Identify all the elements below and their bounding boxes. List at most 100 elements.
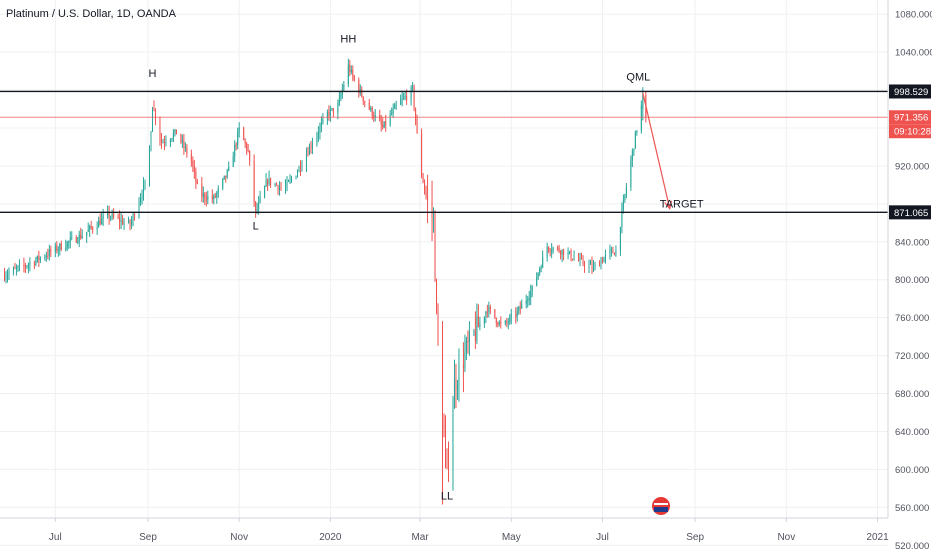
candle-body <box>412 86 414 88</box>
candle-body <box>295 176 297 179</box>
candle-body <box>77 241 79 243</box>
candle <box>165 135 167 147</box>
candle-body <box>151 107 153 132</box>
candle <box>234 140 236 163</box>
candle-body <box>558 247 560 252</box>
candle <box>39 256 41 263</box>
candle-body <box>243 127 245 140</box>
candle <box>546 242 548 262</box>
candle-body <box>591 263 593 269</box>
candle-body <box>238 127 240 132</box>
price-level-badge-bg <box>889 84 931 99</box>
candle-body <box>361 89 363 97</box>
candle-body <box>299 166 301 170</box>
candle-body <box>225 175 227 178</box>
candle <box>444 415 446 469</box>
candle-body <box>422 175 424 183</box>
candle <box>247 143 249 153</box>
candle-body <box>603 257 605 263</box>
candle <box>631 148 633 167</box>
candle <box>468 321 470 356</box>
candle <box>359 84 361 96</box>
candle <box>277 184 279 195</box>
candle <box>265 173 267 188</box>
candle <box>144 179 146 191</box>
candle <box>528 290 530 306</box>
candle <box>143 177 145 201</box>
candle <box>285 179 287 194</box>
candle <box>598 260 600 267</box>
candle-body <box>389 114 391 125</box>
candle-body <box>204 193 206 199</box>
broker-logo <box>652 497 670 515</box>
candle-body <box>630 160 632 188</box>
candle-body <box>134 214 136 217</box>
candle-body <box>247 150 249 152</box>
candle-body <box>479 323 481 328</box>
candle <box>442 321 444 505</box>
candle <box>551 243 553 259</box>
price-tick-label: 680.000 <box>895 389 929 400</box>
candle-body <box>383 121 385 128</box>
candle-body <box>401 98 403 100</box>
candle-body <box>3 275 5 280</box>
candle <box>317 126 319 142</box>
candle-body <box>615 250 617 256</box>
candle <box>521 299 523 309</box>
candle-body <box>525 300 527 305</box>
candle <box>525 294 527 309</box>
candle-body <box>36 255 38 261</box>
candle <box>633 148 635 157</box>
target-arrow-line <box>642 92 671 209</box>
candle <box>26 264 28 269</box>
candle <box>476 303 478 345</box>
candle <box>45 251 47 262</box>
candle <box>228 161 230 172</box>
candle <box>207 190 209 205</box>
candle-body <box>578 257 580 261</box>
price-tick-label: 840.000 <box>895 237 929 248</box>
candle-body <box>465 340 467 352</box>
candle-body <box>539 269 541 273</box>
candle <box>592 259 594 273</box>
candle-body <box>129 220 131 226</box>
candle-body <box>633 148 635 151</box>
candle <box>153 100 155 112</box>
candle-body <box>180 134 182 143</box>
candle <box>340 91 342 102</box>
candle <box>232 151 234 167</box>
candle-body <box>110 217 112 219</box>
candle-body <box>317 132 319 136</box>
symbol-title: Platinum / U.S. Dollar, 1D, OANDA <box>6 8 176 20</box>
candle <box>140 193 142 206</box>
candle-body <box>582 258 584 265</box>
candle-body <box>249 150 251 161</box>
candle-body <box>141 195 143 199</box>
candle <box>549 247 551 257</box>
candle-body <box>207 196 209 201</box>
candle <box>299 160 301 176</box>
annotation-label: QML <box>626 72 650 84</box>
candle-body <box>172 133 174 139</box>
candle-body <box>17 266 19 268</box>
candle <box>519 301 521 315</box>
candle <box>214 192 216 199</box>
candle-body <box>120 219 122 222</box>
candle <box>183 133 185 155</box>
candle-body <box>364 101 366 103</box>
candle-body <box>122 219 124 225</box>
candle <box>453 359 455 409</box>
candle-body <box>609 249 611 254</box>
candle <box>169 138 171 147</box>
candle <box>36 255 38 263</box>
candle <box>246 141 248 155</box>
candle-body <box>186 147 188 154</box>
candle <box>77 236 79 245</box>
candle <box>530 284 532 306</box>
candle <box>17 265 19 272</box>
candle <box>80 227 82 240</box>
candle <box>601 256 603 264</box>
candle <box>400 94 402 106</box>
